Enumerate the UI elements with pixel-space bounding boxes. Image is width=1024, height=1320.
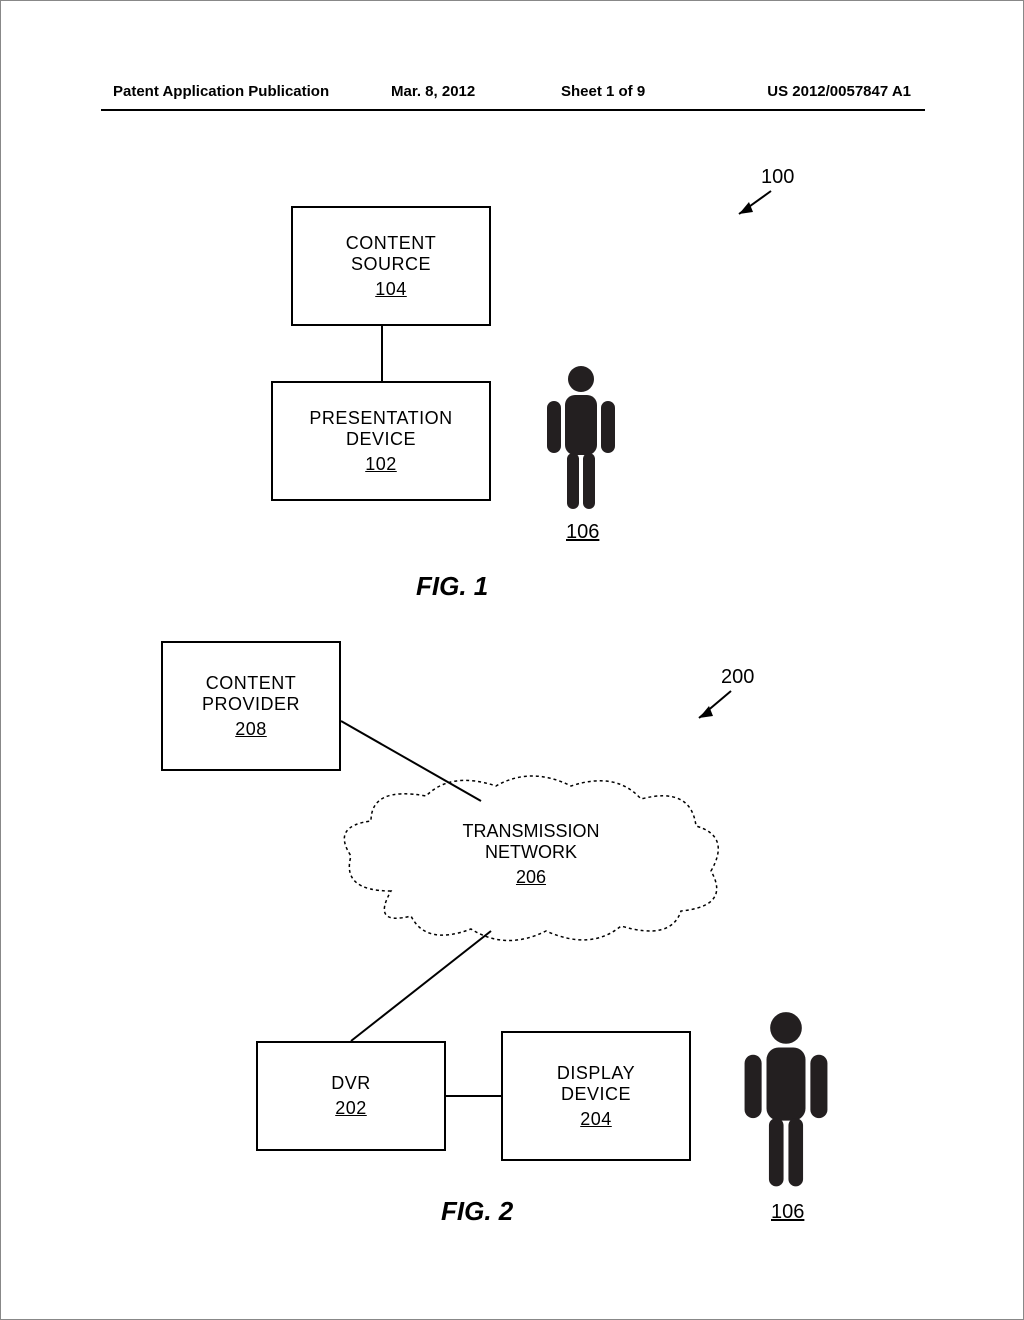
page: Patent Application Publication Mar. 8, 2… <box>0 0 1024 1320</box>
header-date: Mar. 8, 2012 <box>391 83 475 100</box>
header-sheet: Sheet 1 of 9 <box>561 83 645 100</box>
fig2-caption: FIG. 2 <box>441 1196 513 1227</box>
transmission-network-label: TRANSMISSION NETWORK <box>421 821 641 863</box>
fig1-connector <box>381 326 383 381</box>
fig2-ref-arrow-icon <box>681 686 741 731</box>
transmission-network-ref: 206 <box>516 867 546 888</box>
presentation-device-ref: 102 <box>365 454 397 475</box>
presentation-device-box: PRESENTATION DEVICE 102 <box>271 381 491 501</box>
fig1-person-ref: 106 <box>566 521 599 544</box>
fig2-connector-cloud-dvr <box>341 926 521 1046</box>
content-provider-ref: 208 <box>235 719 267 740</box>
display-device-ref: 204 <box>580 1109 612 1130</box>
presentation-device-label: PRESENTATION DEVICE <box>309 408 452 450</box>
content-source-box: CONTENT SOURCE 104 <box>291 206 491 326</box>
transmission-network-labelgroup: TRANSMISSION NETWORK 206 <box>421 821 641 888</box>
person-icon <box>541 361 621 521</box>
content-source-label: CONTENT SOURCE <box>346 233 437 275</box>
person-icon <box>736 1006 836 1201</box>
display-device-label: DISPLAY DEVICE <box>557 1063 635 1105</box>
header-rule <box>101 109 925 111</box>
fig2-connector-dvr-display <box>446 1095 501 1097</box>
fig1-caption: FIG. 1 <box>416 571 488 602</box>
content-source-ref: 104 <box>375 279 407 300</box>
header-publication: Patent Application Publication <box>113 83 329 100</box>
display-device-box: DISPLAY DEVICE 204 <box>501 1031 691 1161</box>
content-provider-box: CONTENT PROVIDER 208 <box>161 641 341 771</box>
content-provider-label: CONTENT PROVIDER <box>202 673 300 715</box>
fig1-ref-arrow-icon <box>721 186 781 226</box>
dvr-label: DVR <box>331 1073 371 1094</box>
dvr-box: DVR 202 <box>256 1041 446 1151</box>
header-pubno: US 2012/0057847 A1 <box>767 83 911 100</box>
dvr-ref: 202 <box>335 1098 367 1119</box>
fig2-person-ref: 106 <box>771 1201 804 1224</box>
